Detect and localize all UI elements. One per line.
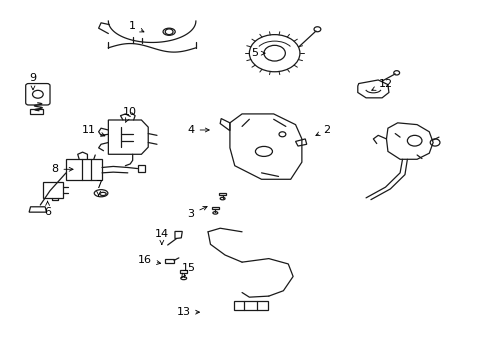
Text: 9: 9 <box>29 73 37 90</box>
Text: 1: 1 <box>129 21 143 32</box>
Text: 16: 16 <box>138 255 160 265</box>
Text: 13: 13 <box>176 307 199 317</box>
Text: 12: 12 <box>371 78 392 90</box>
Text: 8: 8 <box>51 164 73 174</box>
Text: 3: 3 <box>187 206 207 219</box>
Text: 11: 11 <box>82 125 104 136</box>
Text: 4: 4 <box>187 125 209 135</box>
Text: 15: 15 <box>181 262 195 278</box>
Text: 14: 14 <box>155 229 168 244</box>
Text: 7: 7 <box>95 180 102 196</box>
Text: 5: 5 <box>250 48 264 58</box>
Text: 10: 10 <box>123 107 137 122</box>
Text: 6: 6 <box>44 201 51 217</box>
Text: 2: 2 <box>315 125 330 135</box>
